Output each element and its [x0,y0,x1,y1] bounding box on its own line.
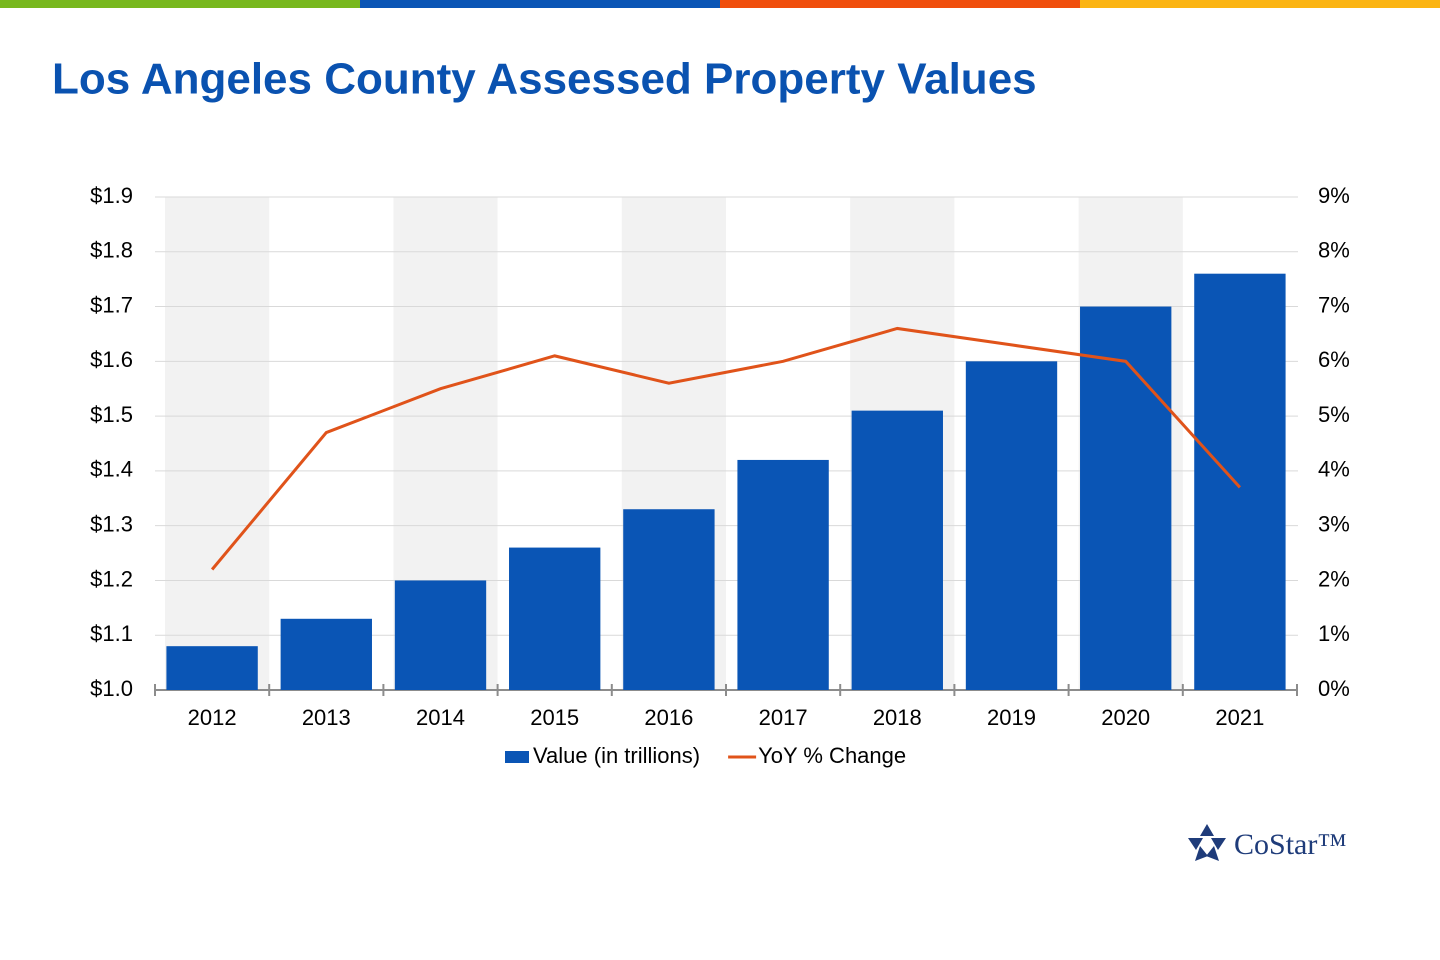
x-tick-label: 2019 [987,705,1036,730]
bar [1080,306,1172,690]
x-tick-label: 2017 [759,705,808,730]
chart-title: Los Angeles County Assessed Property Val… [52,55,1037,104]
x-tick-label: 2016 [644,705,693,730]
y-tick-label: $1.9 [90,183,133,208]
logo-text: CoStar™ [1234,828,1347,861]
bar [280,618,372,690]
x-tick-label: 2014 [416,705,465,730]
stripe [720,0,1080,8]
y-tick-label: $1.8 [90,238,133,263]
y-tick-label: $1.1 [90,621,133,646]
y-tick-label: $1.0 [90,676,133,701]
y2-tick-label: 3% [1318,511,1350,536]
bar [623,509,715,690]
y2-tick-label: 7% [1318,292,1350,317]
legend-label: Value (in trillions) [533,743,700,768]
band-shade [165,197,270,690]
y2-tick-label: 2% [1318,566,1350,591]
bar [1194,273,1286,690]
bar [851,410,943,690]
y2-tick-label: 1% [1318,621,1350,646]
y2-tick-label: 8% [1318,238,1350,263]
legend-label: YoY % Change [758,743,906,768]
bar [509,547,601,690]
logo-icon [1188,824,1226,861]
y2-tick-label: 5% [1318,402,1350,427]
x-tick-label: 2021 [1215,705,1264,730]
legend-swatch [505,751,529,763]
y2-tick-label: 9% [1318,183,1350,208]
y-tick-label: $1.6 [90,347,133,372]
bar [394,580,487,690]
y2-tick-label: 6% [1318,347,1350,372]
bar [965,361,1058,690]
stripe [1080,0,1440,8]
x-tick-label: 2015 [530,705,579,730]
y-tick-label: $1.3 [90,511,133,536]
x-tick-label: 2018 [873,705,922,730]
x-tick-label: 2012 [188,705,237,730]
y-tick-label: $1.7 [90,292,133,317]
y-tick-label: $1.4 [90,457,133,482]
y-tick-label: $1.2 [90,566,133,591]
line [210,326,1242,571]
bar [737,459,829,690]
x-tick-label: 2013 [302,705,351,730]
bar [166,646,258,690]
stripe [360,0,720,8]
y-tick-label: $1.5 [90,402,133,427]
stripe [0,0,360,8]
y2-tick-label: 0% [1318,676,1350,701]
x-tick-label: 2020 [1101,705,1150,730]
y2-tick-label: 4% [1318,457,1350,482]
